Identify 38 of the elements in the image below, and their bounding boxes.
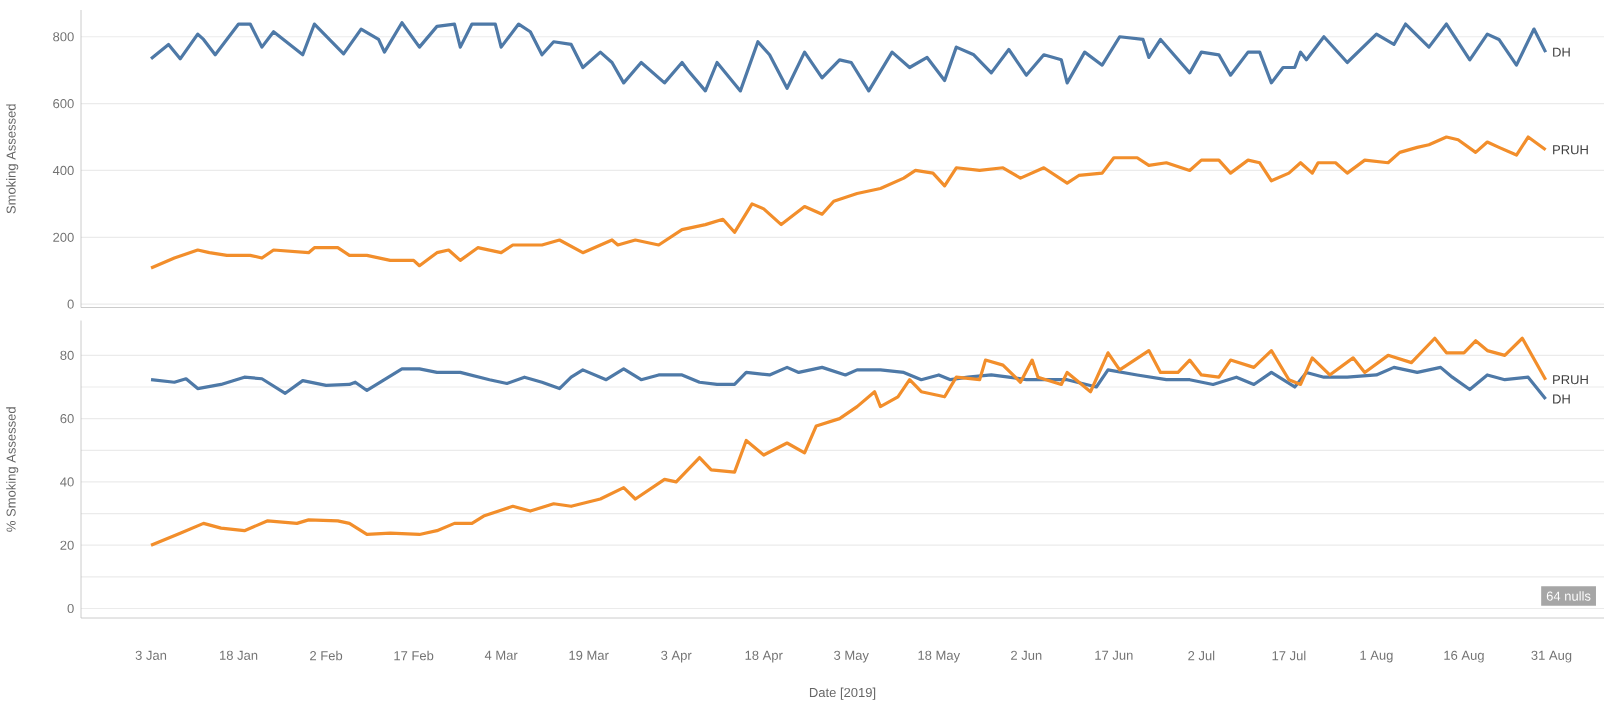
line-series: [149, 336, 1548, 547]
x-tick-label: 17 Jun: [1095, 650, 1133, 660]
y-tick-label: 600: [53, 99, 74, 109]
line-series: [149, 135, 1548, 270]
x-tick-label: 18 Jan: [220, 650, 258, 660]
y-axis-title: % Smoking Assessed: [6, 407, 19, 532]
series-label: DH: [1553, 394, 1570, 404]
x-tick-label: 17 Feb: [394, 650, 434, 661]
x-tick-label: 3 Jan: [135, 650, 167, 660]
y-tick-label: 400: [52, 165, 74, 176]
x-tick-label: 31 Aug: [1531, 650, 1572, 663]
x-tick-label: 18 Apr: [745, 650, 783, 663]
annotation: 64 nulls: [1546, 591, 1591, 601]
series-label: PRUH: [1553, 375, 1588, 385]
x-tick-label: 3 May: [834, 650, 869, 663]
x-tick-label: 2 Jul: [1188, 650, 1215, 661]
y-tick-label: 80: [60, 350, 74, 360]
y-tick-label: 60: [60, 414, 74, 424]
y-tick-label: 0: [67, 603, 74, 614]
x-tick-label: 16 Aug: [1444, 650, 1484, 663]
y-tick-label: 200: [53, 232, 74, 242]
x-tick-label: 18 May: [918, 650, 961, 663]
y-tick-label: 800: [53, 32, 74, 42]
x-tick-label: 2 Feb: [310, 650, 343, 661]
y-tick-label: 0: [67, 299, 74, 309]
series-label: DH: [1553, 47, 1570, 57]
y-axis-title: Smoking Assessed: [6, 104, 19, 214]
x-axis-title: Date [2019]: [809, 687, 876, 700]
x-tick-label: 1 Aug: [1360, 650, 1393, 663]
line-series: [149, 21, 1548, 93]
y-tick-label: 20: [60, 540, 74, 550]
x-tick-label: 4 Mar: [484, 650, 518, 660]
y-tick-label: 40: [60, 477, 74, 487]
x-tick-label: 17 Jul: [1272, 650, 1306, 661]
x-tick-label: 3 Apr: [661, 650, 692, 663]
x-tick-label: 19 Mar: [569, 650, 609, 660]
x-tick-label: 2 Jun: [1011, 650, 1042, 660]
series-label: PRUH: [1553, 145, 1588, 155]
